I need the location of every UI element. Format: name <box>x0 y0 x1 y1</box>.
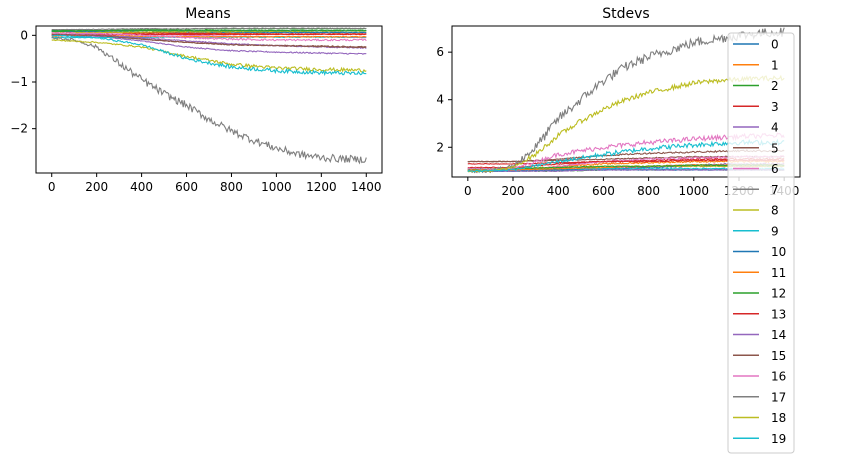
means-x-tick-label: 600 <box>175 180 198 194</box>
legend-label-2: 2 <box>771 79 779 93</box>
means-x-tick-label: 400 <box>130 180 153 194</box>
means-series-0-line <box>51 30 367 34</box>
legend-label-3: 3 <box>771 100 779 114</box>
stdevs-y-tick-label: 6 <box>436 45 444 59</box>
means-x-tick-label: 200 <box>85 180 108 194</box>
means-chart: Means 0 200 400 600 800 1000 1200 1400 0 −1 −2 <box>10 6 383 194</box>
means-y-axis: 0 −1 −2 <box>10 28 36 136</box>
means-series-17-line <box>51 36 367 165</box>
means-series-19-line <box>51 34 367 77</box>
means-x-axis: 0 200 400 600 800 1000 1200 1400 <box>48 173 382 194</box>
legend-label-0: 0 <box>771 38 779 52</box>
legend-label-12: 12 <box>771 287 786 301</box>
means-x-tick-label: 0 <box>48 180 56 194</box>
means-x-tick-label: 1200 <box>306 180 337 194</box>
legend-label-19: 19 <box>771 432 786 446</box>
means-axes-frame <box>35 25 383 174</box>
means-x-tick-label: 800 <box>220 180 243 194</box>
stdevs-y-tick-label: 4 <box>436 93 444 107</box>
means-x-tick-label: 1000 <box>261 180 292 194</box>
means-series-group <box>51 27 367 165</box>
means-series-15-line <box>51 33 367 49</box>
means-chart-title: Means <box>185 6 230 22</box>
means-series-16-line <box>51 31 367 42</box>
stdevs-x-tick-label: 0 <box>464 184 472 198</box>
legend-label-4: 4 <box>771 121 779 135</box>
stdevs-x-tick-label: 600 <box>592 184 615 198</box>
stdevs-y-tick-label: 2 <box>436 140 444 154</box>
legend-label-17: 17 <box>771 390 786 404</box>
legend-label-11: 11 <box>771 266 786 280</box>
means-y-tick-label: 0 <box>20 28 28 42</box>
means-y-tick-label: −2 <box>10 122 28 136</box>
legend-label-1: 1 <box>771 58 779 72</box>
stdevs-x-tick-label: 400 <box>547 184 570 198</box>
stdevs-x-tick-label: 1000 <box>679 184 710 198</box>
legend-label-6: 6 <box>771 162 779 176</box>
stdevs-y-axis: 2 4 6 <box>436 45 452 154</box>
means-series-7-line <box>51 27 367 31</box>
legend-label-16: 16 <box>771 370 786 384</box>
legend-label-8: 8 <box>771 204 779 218</box>
means-x-tick-label: 1400 <box>351 180 382 194</box>
legend-label-15: 15 <box>771 349 786 363</box>
means-y-tick-label: −1 <box>10 75 28 89</box>
legend-label-10: 10 <box>771 245 786 259</box>
legend-label-13: 13 <box>771 307 786 321</box>
legend-label-14: 14 <box>771 328 786 342</box>
legend-label-5: 5 <box>771 141 779 155</box>
legend-label-9: 9 <box>771 224 779 238</box>
stdevs-axes-frame <box>451 25 801 178</box>
stdevs-chart-title: Stdevs <box>602 6 649 22</box>
legend-label-7: 7 <box>771 183 779 197</box>
stdevs-x-tick-label: 200 <box>502 184 525 198</box>
legend-frame <box>727 32 795 454</box>
legend-label-18: 18 <box>771 411 786 425</box>
means-series-18-line <box>51 39 367 73</box>
means-series-13-line <box>51 33 367 36</box>
means-series-12-line <box>51 29 367 32</box>
stdevs-x-tick-label: 800 <box>637 184 660 198</box>
